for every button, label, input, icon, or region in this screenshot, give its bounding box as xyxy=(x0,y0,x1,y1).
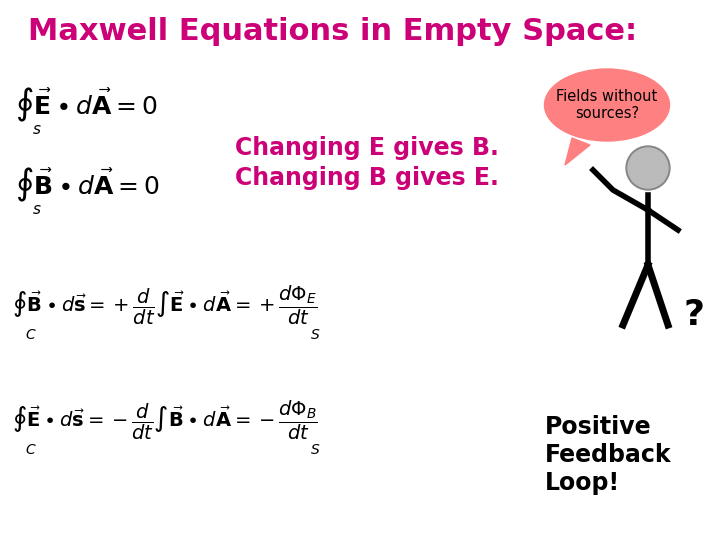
Ellipse shape xyxy=(544,69,670,141)
Text: $s$: $s$ xyxy=(32,202,42,218)
Text: $\oint\vec{\mathbf{E}}\bullet d\vec{\mathbf{s}}=-\dfrac{d}{dt}\int\vec{\mathbf{B: $\oint\vec{\mathbf{E}}\bullet d\vec{\mat… xyxy=(12,399,318,442)
Text: $C$: $C$ xyxy=(25,328,37,342)
Text: Changing B gives E.: Changing B gives E. xyxy=(235,166,499,190)
Text: $s$: $s$ xyxy=(32,123,42,138)
Text: $\oint\vec{\mathbf{E}}\bullet d\vec{\mathbf{A}}=0$: $\oint\vec{\mathbf{E}}\bullet d\vec{\mat… xyxy=(15,86,158,124)
Text: $\oint\vec{\mathbf{B}}\bullet d\vec{\mathbf{s}}=+\dfrac{d}{dt}\int\vec{\mathbf{E: $\oint\vec{\mathbf{B}}\bullet d\vec{\mat… xyxy=(12,284,318,327)
Text: $\oint\vec{\mathbf{B}}\bullet d\vec{\mathbf{A}}=0$: $\oint\vec{\mathbf{B}}\bullet d\vec{\mat… xyxy=(15,166,160,204)
Text: $S$: $S$ xyxy=(310,328,320,342)
Text: Positive
Feedback
Loop!: Positive Feedback Loop! xyxy=(545,415,672,495)
Text: ?: ? xyxy=(683,298,704,332)
Polygon shape xyxy=(565,138,590,165)
Text: $S$: $S$ xyxy=(310,443,320,457)
Circle shape xyxy=(626,146,670,190)
Text: $C$: $C$ xyxy=(25,443,37,457)
Text: Fields without
sources?: Fields without sources? xyxy=(557,89,657,121)
Text: Changing E gives B.: Changing E gives B. xyxy=(235,136,499,160)
Circle shape xyxy=(628,148,668,188)
Text: Maxwell Equations in Empty Space:: Maxwell Equations in Empty Space: xyxy=(28,17,637,46)
